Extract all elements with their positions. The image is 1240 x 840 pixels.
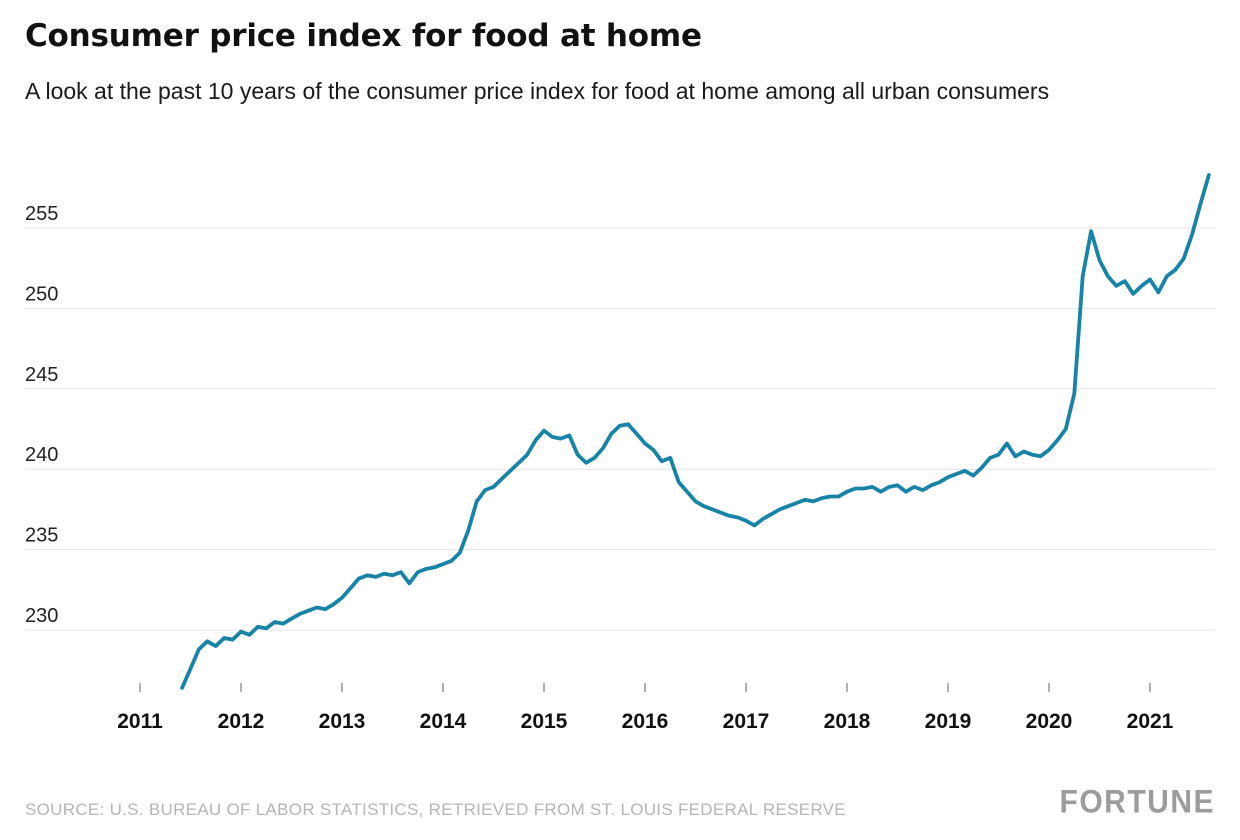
chart-subtitle: A look at the past 10 years of the consu… xyxy=(25,78,1050,104)
x-axis-label: 2018 xyxy=(824,710,871,733)
fortune-logo: FORTUNE xyxy=(1059,784,1215,821)
y-axis-label: 240 xyxy=(25,444,58,466)
x-axis-label: 2013 xyxy=(319,710,366,733)
x-axis-label: 2016 xyxy=(622,710,669,733)
x-axis-label: 2011 xyxy=(117,710,163,733)
y-axis-label: 245 xyxy=(25,364,58,386)
x-axis-label: 2015 xyxy=(521,710,568,733)
x-axis-label: 2019 xyxy=(925,710,972,733)
y-axis-label: 235 xyxy=(25,525,58,547)
chart-footer: SOURCE: U.S. BUREAU OF LABOR STATISTICS,… xyxy=(25,784,1215,821)
cpi-series-line xyxy=(180,172,1211,690)
source-note: SOURCE: U.S. BUREAU OF LABOR STATISTICS,… xyxy=(25,800,846,819)
x-axis-label: 2021 xyxy=(1127,710,1174,733)
x-axis-label: 2012 xyxy=(218,710,265,733)
y-axis-label: 250 xyxy=(25,283,58,305)
x-axis-label: 2014 xyxy=(420,710,467,733)
y-axis-label: 230 xyxy=(25,605,58,627)
y-axis-label: 255 xyxy=(25,203,58,225)
x-axis-label: 2020 xyxy=(1026,710,1073,733)
chart-title: Consumer price index for food at home xyxy=(25,18,702,54)
x-axis-label: 2017 xyxy=(723,710,770,733)
